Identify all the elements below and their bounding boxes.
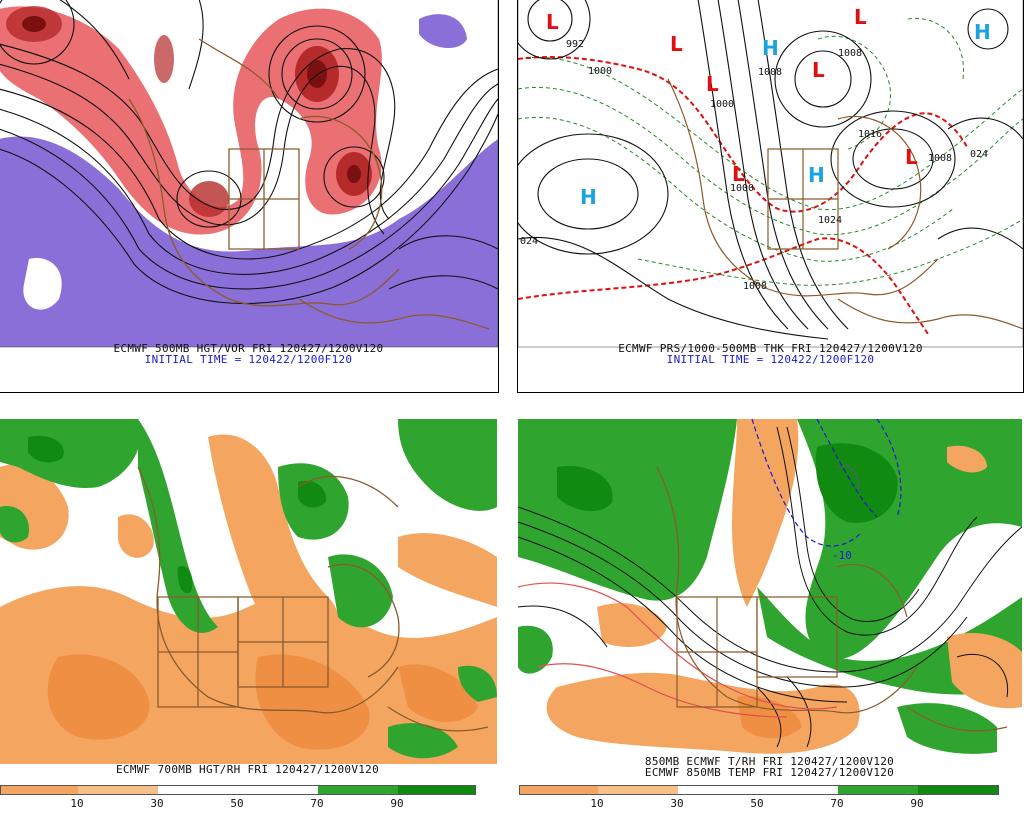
- cold-isotherms: [751, 418, 902, 547]
- high-marker: H: [762, 36, 779, 60]
- panel-caption: ECMWF 700MB HGT/RH FRI 120427/1200V120: [115, 763, 380, 776]
- svg-text:1000: 1000: [588, 66, 612, 77]
- initial-time-label: INITIAL TIME = 120422/1200F120: [666, 353, 875, 366]
- svg-text:992: 992: [566, 39, 584, 50]
- tick-label: 50: [230, 797, 244, 807]
- map-boundaries: [656, 466, 1008, 732]
- tick-label: 90: [390, 797, 404, 807]
- warm-isotherms: [517, 582, 838, 718]
- low-marker: L: [670, 32, 683, 56]
- panel-caption-bottom: ECMWF 850MB TEMP FRI 120427/1200V120: [644, 766, 895, 779]
- rh-colorbar: [519, 785, 999, 795]
- negative-vorticity-area: [0, 136, 498, 347]
- high-marker: H: [974, 20, 991, 44]
- svg-text:1008: 1008: [758, 67, 782, 78]
- positive-vorticity-area: [0, 6, 382, 235]
- svg-text:1016: 1016: [858, 129, 882, 140]
- low-marker: L: [854, 5, 867, 29]
- map-coastlines: [128, 38, 490, 330]
- rh-colorbar-ticks: 10 30 50 70 90: [519, 797, 997, 807]
- high-marker: H: [808, 163, 825, 187]
- svg-text:1024: 1024: [818, 215, 842, 226]
- tick-label: 30: [670, 797, 684, 807]
- high-marker: H: [580, 185, 597, 209]
- svg-text:1008: 1008: [928, 153, 952, 164]
- rh-colorbar-ticks: 10 30 50 70 90: [0, 797, 474, 807]
- svg-text:1000: 1000: [710, 99, 734, 110]
- svg-text:1008: 1008: [838, 48, 862, 59]
- panel-700mb-hgt-rh: ECMWF 700MB HGT/RH FRI 120427/1200V120 1…: [0, 407, 497, 807]
- tick-label: 70: [310, 797, 324, 807]
- isotherm-label: -10: [832, 549, 852, 562]
- svg-text:024: 024: [970, 149, 988, 160]
- svg-text:1008: 1008: [743, 281, 767, 292]
- height-contours: [0, 0, 498, 305]
- panel-850mb-temp-rh: -10 850MB ECMWF T/RH FRI 120427/1200V120…: [517, 407, 1022, 807]
- tick-label: 10: [70, 797, 84, 807]
- low-marker: L: [905, 145, 918, 169]
- initial-time-label: INITIAL TIME = 120422/1200F120: [144, 353, 353, 366]
- map-700mb-hgt-rh: [0, 419, 497, 764]
- map-850mb-temp-rh: -10: [517, 418, 1022, 764]
- panel-500mb-hgt-vor: ECMWF 500MB HGT/VOR FRI 120427/1200V120 …: [0, 0, 499, 393]
- pressure-systems: L L L L L L L H H H H: [546, 5, 991, 209]
- tick-label: 30: [150, 797, 164, 807]
- panel-caption-top: 850MB ECMWF T/RH FRI 120427/1200V120: [644, 755, 895, 768]
- panel-caption: ECMWF PRS/1000-500MB THK FRI 120427/1200…: [618, 342, 923, 355]
- map-500mb-hgt-vor: [0, 0, 498, 348]
- map-coastlines: [667, 78, 1023, 330]
- tick-label: 50: [750, 797, 764, 807]
- svg-text:024: 024: [520, 236, 538, 247]
- tick-label: 90: [910, 797, 924, 807]
- low-marker: L: [812, 58, 825, 82]
- map-boundaries: [137, 466, 489, 732]
- svg-text:1000: 1000: [730, 183, 754, 194]
- dry-air-areas: [0, 434, 497, 764]
- tick-label: 10: [590, 797, 604, 807]
- tick-label: 70: [830, 797, 844, 807]
- low-marker: L: [546, 10, 559, 34]
- panel-caption: ECMWF 500MB HGT/VOR FRI 120427/1200V120: [113, 342, 384, 355]
- isobar-labels: 992 1000 1000 1008 1000 1008 1016 1008 0…: [520, 39, 988, 292]
- low-marker: L: [732, 162, 745, 186]
- panel-prs-thk: L L L L L L L H H H H 992 1000 1000 1008…: [517, 0, 1024, 393]
- thickness-contours: [518, 17, 1023, 286]
- rh-colorbar: [0, 785, 476, 795]
- map-prs-thk: L L L L L L L H H H H 992 1000 1000 1008…: [518, 0, 1023, 348]
- low-marker: L: [706, 72, 719, 96]
